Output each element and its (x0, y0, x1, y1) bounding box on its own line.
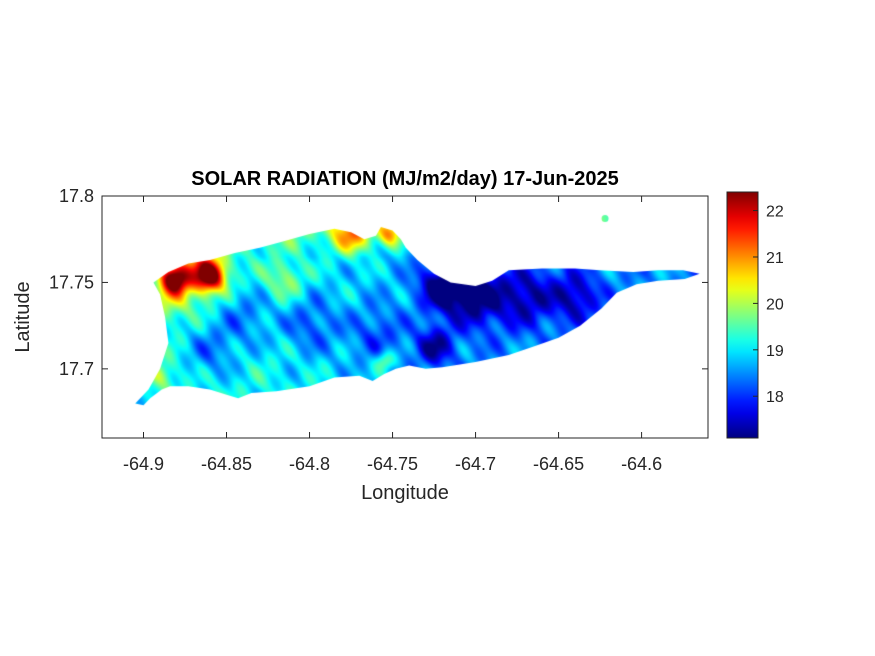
x-tick-label: -64.8 (289, 454, 330, 474)
colorbar-gradient (727, 192, 758, 438)
colorbar-ticks: 18 19 20 21 22 (753, 204, 784, 406)
colorbar-tick-label: 21 (766, 250, 784, 267)
colorbar-tick-label: 20 (766, 296, 784, 313)
x-tick-label: -64.85 (201, 454, 252, 474)
x-axis-ticks: -64.9 -64.85 -64.8 -64.75 -64.7 -64.65 -64.6 (123, 196, 662, 474)
solar-radiation-heatmap-image (102, 196, 708, 438)
x-tick-label: -64.7 (455, 454, 496, 474)
plot-frame (101, 195, 709, 439)
y-tick-label: 17.8 (59, 186, 94, 206)
x-tick-label: -64.75 (367, 454, 418, 474)
colorbar-tick-label: 19 (766, 343, 784, 360)
x-tick-label: -64.9 (123, 454, 164, 474)
colorbar-tick-label: 22 (766, 204, 784, 221)
y-tick-label: 17.7 (59, 359, 94, 379)
colorbar: 18 19 20 21 22 (726, 191, 784, 439)
y-tick-label: 17.75 (49, 272, 94, 292)
y-axis-ticks: 17.7 17.75 17.8 (49, 186, 708, 379)
x-axis-label: Longitude (361, 482, 449, 504)
x-tick-label: -64.65 (533, 454, 584, 474)
chart-title: SOLAR RADIATION (MJ/m2/day) 17-Jun-2025 (191, 168, 619, 190)
y-axis-label: Latitude (12, 281, 34, 352)
colorbar-frame (726, 191, 759, 439)
colorbar-tick-label: 18 (766, 389, 784, 406)
x-tick-label: -64.6 (621, 454, 662, 474)
map-plot-area: -64.9 -64.85 -64.8 -64.75 -64.7 -64.65 -64.6 1… (49, 186, 709, 474)
